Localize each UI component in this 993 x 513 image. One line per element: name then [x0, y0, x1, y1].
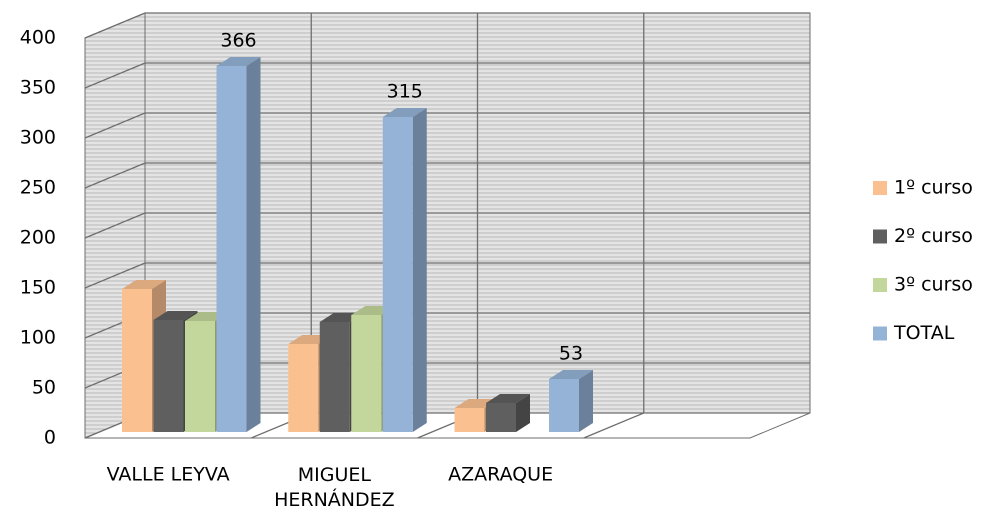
bar-top	[382, 108, 427, 117]
bar-front	[122, 289, 152, 432]
legend-swatch	[873, 278, 887, 292]
bar-side	[579, 370, 593, 432]
bar-front	[319, 322, 350, 432]
bar-front	[486, 403, 516, 432]
x-tick-label: VALLE LEYVA	[107, 464, 230, 486]
value-label: 53	[559, 343, 583, 365]
bar-top	[153, 311, 198, 320]
bar	[216, 57, 261, 432]
y-tick-label: 50	[32, 377, 56, 399]
y-tick-label: 400	[20, 27, 56, 49]
value-label: 366	[220, 30, 256, 52]
bar	[486, 394, 530, 432]
plot: 0 50 100 150 200 250 300 350 400 VALLE LEYVA MIGUE…	[20, 12, 973, 511]
bar-top	[216, 57, 261, 66]
value-label: 315	[387, 81, 423, 103]
grid-line	[84, 112, 810, 139]
grid-line	[84, 212, 810, 239]
legend-label: TOTAL	[893, 322, 955, 344]
bar-front	[454, 408, 485, 432]
bar-top	[486, 394, 530, 403]
y-tick-label: 300	[20, 127, 56, 149]
bar-top	[549, 370, 593, 379]
legend-swatch	[873, 181, 887, 195]
bar-front	[216, 66, 247, 432]
y-tick-label: 200	[20, 227, 56, 249]
legend-swatch	[873, 326, 887, 341]
grid-line	[84, 162, 810, 189]
floor-divider	[583, 412, 644, 439]
grid-line	[84, 62, 810, 89]
bar-side	[246, 57, 261, 432]
x-tick-label: AZARAQUE	[448, 464, 553, 486]
grid-line	[84, 12, 810, 39]
x-tick-label: MIGUEL HERNÁNDEZ	[274, 464, 395, 511]
legend-label: 3º curso	[894, 274, 973, 296]
y-tick-label: 150	[20, 277, 56, 299]
bar-front	[153, 320, 184, 432]
bar-front	[288, 344, 319, 432]
y-tick-label: 0	[44, 427, 56, 449]
bar-side	[412, 108, 427, 432]
grid-line	[84, 262, 810, 289]
bar-front	[185, 321, 215, 432]
y-tick-label: 100	[20, 327, 56, 349]
bar-front	[382, 117, 413, 432]
bar-front	[351, 315, 382, 432]
bar-top	[122, 280, 166, 289]
bar	[549, 370, 593, 432]
bar	[382, 108, 427, 432]
bar-front	[549, 379, 579, 432]
y-tick-label: 350	[20, 77, 56, 99]
legend-label: 1º curso	[894, 177, 973, 199]
bar-side	[516, 394, 530, 432]
legend-swatch	[873, 229, 887, 244]
legend-label: 2º curso	[894, 225, 973, 247]
y-tick-label: 250	[20, 177, 56, 199]
